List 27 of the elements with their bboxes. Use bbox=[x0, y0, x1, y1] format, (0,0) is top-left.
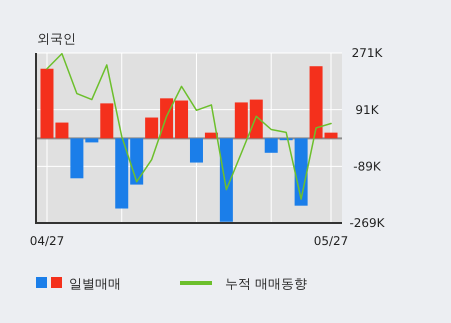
chart-title: 외국인 bbox=[37, 32, 76, 47]
bar bbox=[145, 118, 158, 138]
bar bbox=[70, 138, 84, 178]
line-series bbox=[46, 52, 332, 200]
bar bbox=[160, 98, 174, 138]
bar bbox=[85, 138, 98, 142]
bar bbox=[324, 132, 338, 138]
y-tick-label: -89K bbox=[353, 160, 382, 174]
bar bbox=[55, 122, 68, 138]
bar bbox=[250, 100, 263, 138]
y-tick-label: 91K bbox=[355, 102, 380, 117]
bar bbox=[40, 68, 54, 138]
bar bbox=[310, 66, 323, 138]
bar bbox=[264, 138, 278, 153]
legend-label: 일별매매 bbox=[69, 277, 121, 292]
y-tick-label: -269K bbox=[349, 216, 386, 230]
bar bbox=[115, 138, 128, 209]
x-tick-label: 05/27 bbox=[314, 234, 348, 248]
bar bbox=[190, 138, 203, 163]
legend-label: 누적 매매동향 bbox=[225, 277, 308, 292]
x-tick-label: 04/27 bbox=[30, 234, 64, 248]
y-tick-label: 271K bbox=[352, 46, 384, 60]
bar bbox=[130, 138, 144, 185]
bar bbox=[220, 138, 233, 222]
bar bbox=[175, 100, 188, 138]
bar bbox=[100, 103, 114, 138]
bar bbox=[234, 102, 248, 138]
